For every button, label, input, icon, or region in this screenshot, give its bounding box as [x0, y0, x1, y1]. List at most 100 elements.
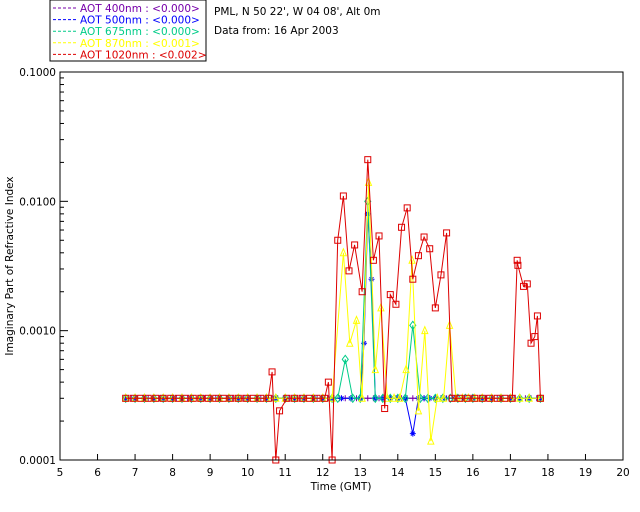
- data-point: [471, 394, 479, 402]
- data-point: [225, 393, 233, 404]
- data-point: [276, 407, 284, 415]
- data-point: [497, 393, 505, 404]
- data-point: [525, 393, 533, 404]
- y-tick-label: 0.1000: [19, 67, 56, 79]
- data-point: [244, 393, 252, 404]
- data-point: [488, 393, 496, 404]
- data-point: [219, 394, 227, 402]
- data-point: [321, 394, 329, 402]
- data-point: [536, 393, 545, 404]
- data-point: [283, 394, 291, 402]
- data-point: [392, 300, 400, 308]
- data-point: [300, 393, 308, 404]
- data-point: [420, 233, 428, 241]
- x-tick-label: 12: [316, 467, 329, 479]
- data-point: [291, 394, 299, 402]
- data-point: [452, 393, 460, 402]
- data-point: [371, 364, 380, 374]
- data-point: [227, 394, 235, 402]
- data-point: [339, 192, 347, 200]
- data-point: [533, 312, 541, 320]
- site-location-label: PML, N 50 22', W 04 08', Alt 0m: [214, 6, 381, 18]
- x-tick-label: 19: [579, 467, 592, 479]
- x-tick-label: 13: [354, 467, 367, 479]
- data-point: [371, 393, 379, 404]
- data-point: [131, 393, 139, 404]
- data-point: [345, 267, 353, 275]
- data-point: [264, 394, 272, 402]
- data-point: [212, 394, 220, 402]
- data-point: [159, 394, 167, 402]
- data-point: [415, 395, 422, 402]
- data-point: [383, 393, 392, 402]
- series-4: [122, 156, 544, 464]
- data-point: [478, 393, 486, 404]
- data-point: [386, 291, 394, 299]
- data-point: [408, 255, 416, 264]
- data-point: [531, 333, 539, 341]
- data-point: [215, 393, 224, 404]
- data-point: [431, 304, 439, 312]
- data-point: [334, 236, 342, 244]
- data-point: [497, 393, 505, 402]
- data-point: [341, 354, 349, 365]
- data-point: [144, 394, 152, 402]
- data-point: [242, 394, 250, 402]
- legend-entry: AOT 400nm : <0.000>: [80, 3, 200, 15]
- data-point: [122, 395, 129, 402]
- data-point: [401, 393, 409, 404]
- data-point: [178, 393, 186, 404]
- data-point: [140, 393, 149, 402]
- data-point: [402, 364, 410, 374]
- y-axis: 0.1000 0.0100 0.0010 0.0001: [19, 67, 68, 467]
- data-point: [403, 204, 411, 212]
- x-tick-label: 7: [132, 467, 139, 479]
- data-point: [414, 252, 422, 260]
- data-point: [358, 288, 366, 296]
- data-point: [178, 393, 186, 402]
- series-2: [122, 196, 545, 404]
- data-point: [204, 394, 212, 402]
- data-point: [536, 394, 544, 402]
- x-tick-label: 14: [391, 467, 405, 479]
- x-axis-label: Time (GMT): [310, 481, 372, 493]
- data-point: [456, 394, 464, 402]
- data-date-label: Data from: 16 Apr 2003: [214, 25, 339, 37]
- data-point: [437, 271, 445, 279]
- data-point: [351, 241, 359, 249]
- plot-series: [121, 156, 545, 464]
- data-point: [514, 261, 522, 269]
- data-point: [334, 393, 342, 404]
- data-point: [122, 393, 130, 404]
- legend: AOT 400nm : <0.000>AOT 500nm : <0.000>AO…: [49, 0, 207, 62]
- data-point: [427, 435, 435, 445]
- x-tick-label: 6: [94, 467, 101, 479]
- y-tick-label: 0.0100: [19, 196, 56, 208]
- data-point: [448, 394, 456, 402]
- data-point: [352, 315, 361, 324]
- data-point: [347, 395, 354, 402]
- plot-frame: [59, 71, 624, 461]
- x-tick-label: 8: [169, 467, 176, 479]
- data-point: [140, 393, 149, 404]
- data-point: [377, 302, 385, 312]
- legend-entry: AOT 500nm : <0.000>: [80, 15, 200, 27]
- series-line: [125, 159, 541, 461]
- x-tick-label: 11: [279, 467, 292, 479]
- data-point: [390, 393, 398, 402]
- legend-entry: AOT 675nm : <0.000>: [80, 26, 200, 38]
- data-point: [298, 394, 306, 402]
- data-point: [414, 405, 423, 415]
- data-point: [152, 394, 160, 402]
- data-point: [197, 393, 205, 404]
- data-point: [272, 393, 280, 404]
- data-point: [424, 393, 432, 404]
- data-point: [409, 395, 416, 402]
- data-point: [520, 282, 528, 290]
- series-line: [125, 201, 541, 399]
- data-point: [313, 394, 321, 402]
- series-line: [125, 182, 541, 442]
- x-axis: 5 6 7 8 9 10 11 12 13 14 15 16 17 18 19 20: [57, 454, 630, 479]
- data-point: [421, 325, 429, 335]
